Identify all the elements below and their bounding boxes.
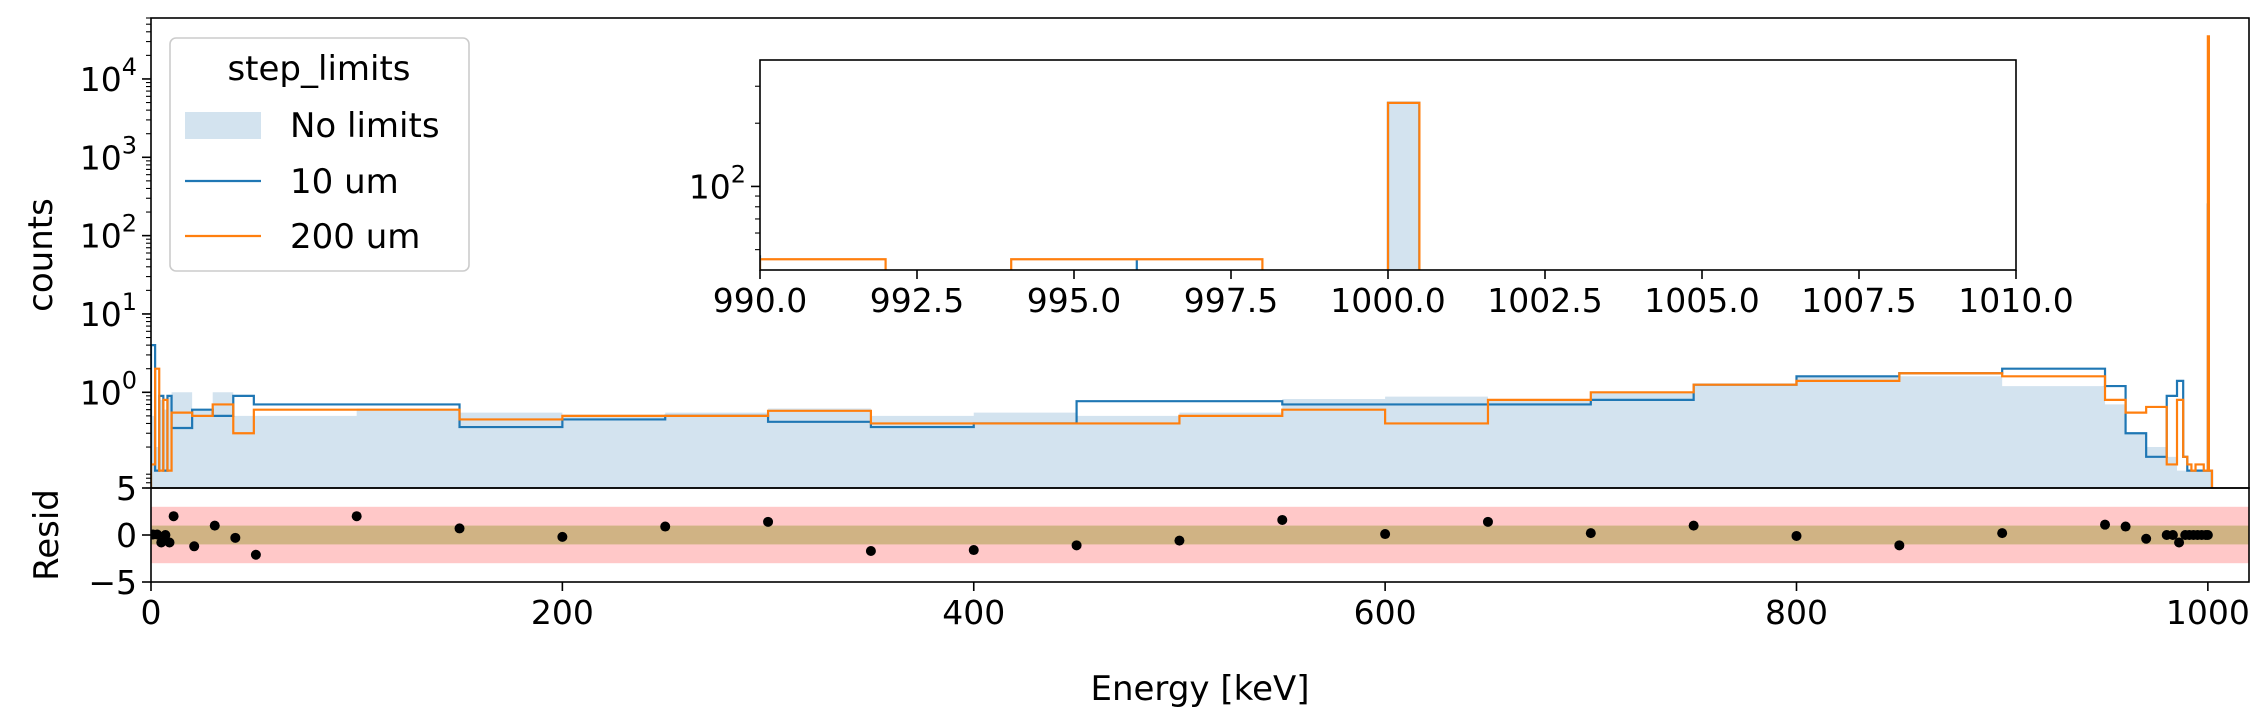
- resid-y-tick-label: −5: [88, 563, 137, 602]
- inset-x-tick-label: 997.5: [1184, 281, 1278, 320]
- residual-point: [1380, 529, 1391, 540]
- legend: step_limits No limits 10 um 200 um: [169, 37, 470, 272]
- inset-plot: 990.0 992.5 995.0 997.5 1000.0 1002.5 1005.0 10…: [689, 59, 2074, 320]
- inset-x-tick-label: 995.0: [1027, 281, 1121, 320]
- residual-point: [1277, 514, 1288, 525]
- residual-point: [250, 549, 261, 560]
- residual-point: [168, 511, 179, 522]
- band-1-sigma: [151, 525, 2249, 545]
- legend-swatch-no-limits: [185, 112, 261, 139]
- legend-box: [169, 37, 470, 272]
- x-tick-label: 1000: [2166, 593, 2250, 632]
- residual-point: [557, 531, 568, 542]
- residual-point: [2120, 521, 2131, 532]
- residual-point: [865, 545, 876, 556]
- residual-point: [2167, 530, 2178, 540]
- inset-x-tick-label: 1000.0: [1330, 281, 1445, 320]
- inset-series-200-um: [1010, 258, 1264, 270]
- x-tick-label: 600: [1354, 593, 1417, 632]
- y-tick-label: 102: [80, 210, 137, 256]
- inset-x-tick-label: 1010.0: [1958, 281, 2073, 320]
- residual-point: [1688, 520, 1699, 531]
- inset-x-tick-label: 1002.5: [1487, 281, 1602, 320]
- resid-y-tick-label: 5: [116, 469, 137, 508]
- residual-point: [189, 541, 200, 552]
- inset-x-tick-label: 990.0: [713, 281, 807, 320]
- residual-point: [2141, 533, 2152, 544]
- inset-x-tick-label: 1005.0: [1644, 281, 1759, 320]
- residual-point: [2174, 537, 2185, 548]
- residual-point: [1482, 516, 1493, 527]
- series-200-um: [151, 35, 2214, 488]
- residual-point: [454, 523, 465, 534]
- residual-point: [2100, 519, 2111, 530]
- residuals-plot: 0 200 400 600 800 1000 −505 Resid Energy [keV…: [27, 469, 2250, 709]
- residuals-y-axis-label: Resid: [27, 489, 67, 581]
- inset-y-tick-label: 102: [689, 160, 746, 206]
- residual-point: [230, 532, 241, 543]
- y-tick-label: 103: [80, 131, 137, 177]
- residual-point: [2202, 530, 2213, 540]
- legend-title: step_limits: [227, 49, 410, 89]
- legend-label-200um: 200 um: [290, 217, 420, 257]
- x-tick-label: 200: [531, 593, 594, 632]
- residual-point: [351, 511, 362, 522]
- inset-series-200-um: [760, 258, 887, 270]
- residual-point: [660, 521, 671, 532]
- residual-point: [152, 529, 163, 540]
- residual-point: [209, 520, 220, 531]
- legend-label-10um: 10 um: [290, 162, 399, 202]
- residual-point: [156, 537, 167, 548]
- residual-point: [1997, 528, 2008, 539]
- residual-point: [164, 537, 175, 548]
- x-axis-label: Energy [keV]: [1090, 669, 1309, 709]
- resid-y-tick-label: 0: [116, 516, 137, 555]
- inset-x-tick-label: 992.5: [870, 281, 964, 320]
- inset-x-tick-label: 1007.5: [1801, 281, 1916, 320]
- residual-point: [1791, 530, 1802, 541]
- inset-series-200-um: [1386, 101, 1421, 270]
- x-tick-label: 800: [1765, 593, 1828, 632]
- inset-series-no-limits: [1388, 102, 1420, 270]
- main-y-axis-label: counts: [21, 198, 61, 312]
- x-tick-label: 0: [141, 593, 162, 632]
- residual-point: [1585, 528, 1596, 539]
- residual-point: [1894, 540, 1905, 551]
- residual-point: [1071, 540, 1082, 551]
- legend-label-no-limits: No limits: [290, 106, 440, 146]
- residual-point: [968, 545, 979, 556]
- x-tick-label: 400: [942, 593, 1005, 632]
- residual-point: [1174, 535, 1185, 546]
- residual-point: [763, 516, 774, 527]
- residual-point: [160, 530, 171, 540]
